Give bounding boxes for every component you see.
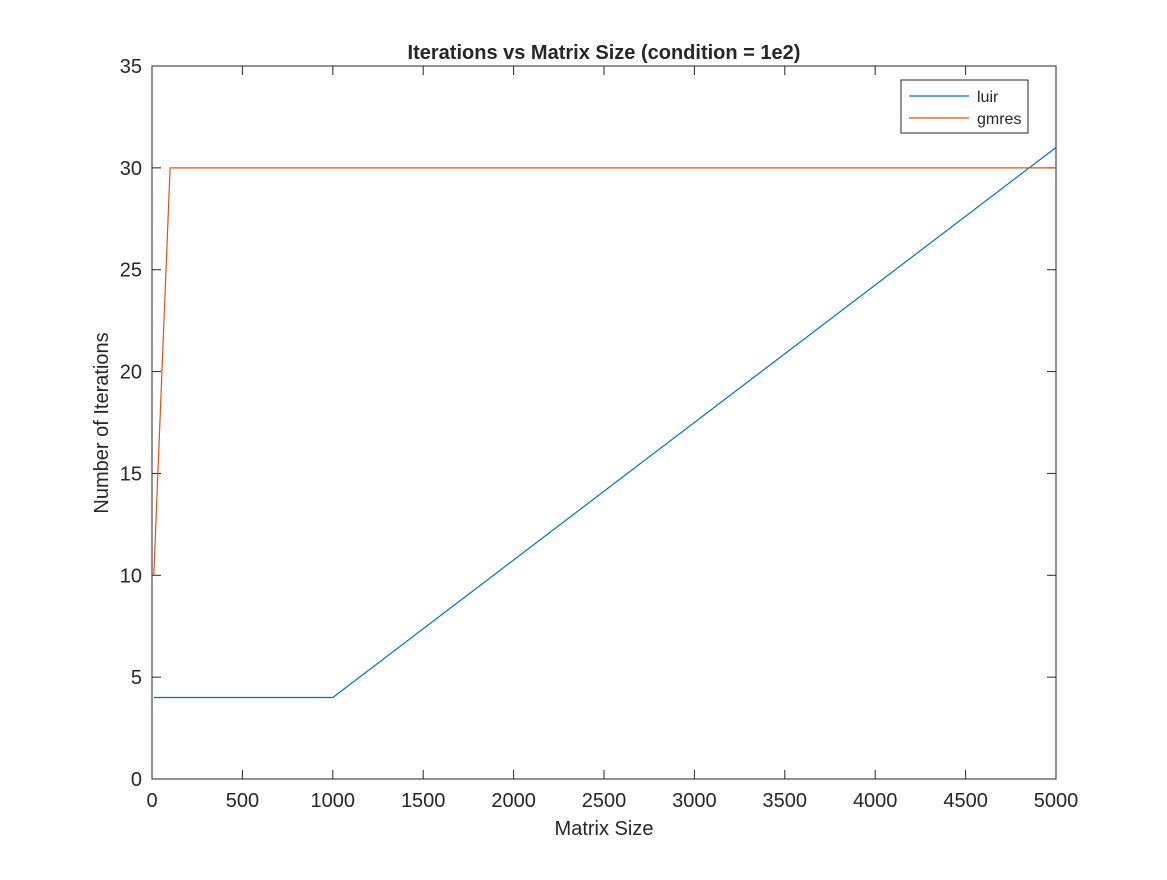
x-tick-label: 3500: [763, 790, 808, 812]
y-axis-label: Number of Iterations: [91, 332, 113, 513]
chart-title: Iterations vs Matrix Size (condition = 1…: [408, 42, 801, 64]
y-tick-label: 0: [131, 769, 142, 791]
x-tick-label: 2500: [582, 790, 627, 812]
y-tick-label: 25: [120, 260, 142, 282]
y-tick-label: 20: [120, 362, 142, 384]
x-tick-label: 1000: [311, 790, 356, 812]
y-tick-label: 15: [120, 463, 142, 485]
x-tick-label: 1500: [401, 790, 446, 812]
y-tick-label: 35: [120, 56, 142, 78]
x-tick-label: 2000: [491, 790, 536, 812]
legend-box: [900, 79, 1029, 134]
x-tick-label: 500: [226, 790, 259, 812]
x-tick-label: 5000: [1034, 790, 1079, 812]
axes-box: [151, 65, 1057, 780]
series-line-gmres: [153, 167, 1056, 576]
y-tick-label: 5: [131, 667, 142, 689]
legend-label-luir: luir: [977, 89, 999, 106]
plot-area: 0 500 1000 1500 2000 2500 3000 3500 4000 4500 5000…: [120, 56, 1079, 812]
y-tick-label: 10: [120, 565, 142, 587]
x-tick-label: 4000: [853, 790, 898, 812]
x-tick-label: 3000: [672, 790, 717, 812]
x-tick-label: 0: [146, 790, 157, 812]
x-axis-label: Matrix Size: [555, 818, 654, 840]
legend-label-gmres: gmres: [977, 111, 1021, 128]
series-line-luir: [153, 147, 1057, 699]
x-tick-label: 4500: [943, 790, 988, 812]
y-tick-label: 30: [120, 158, 142, 180]
